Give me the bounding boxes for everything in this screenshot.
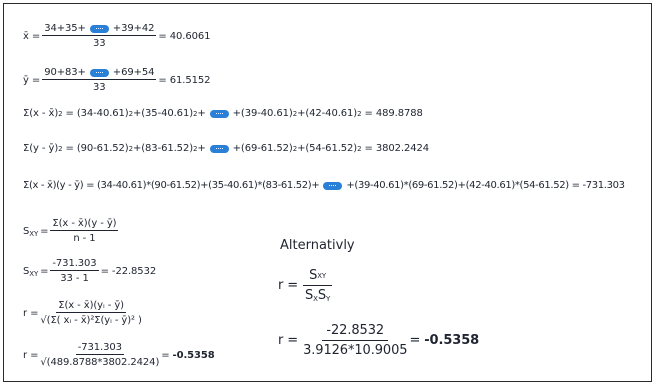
mean-x-num-b: +39+42 (112, 23, 155, 34)
ss-x-term-1: = (34-40.61) (65, 108, 129, 119)
ss-x-equation: Σ(x - x̄) 2 = (34-40.61) 2 +(35-40.61) 2 + … (23, 108, 423, 119)
alternative-value-numerator: -22.8532 (322, 323, 389, 341)
sxy-sum-rhs: +(39-40.61)*(69-61.52)+(42-40.61)*(54-61… (346, 180, 625, 191)
sxy-sum-equation: Σ(x - x̄)(y - ȳ) = (34-40.61)*(90-61.52)… (23, 180, 625, 191)
r-value-fraction: -731.303 √(489.8788*3802.2424) (40, 342, 159, 368)
ss-y-lhs: Σ(y - ȳ) (23, 143, 59, 154)
alternative-value-fraction: -22.8532 3.9126*10.9005 (303, 323, 407, 358)
sxy-value-fraction: -731.303 33 - 1 (50, 258, 99, 284)
alternative-value: r = -22.8532 3.9126*10.9005 = -0.5358 (278, 323, 479, 358)
alternative-formula-fraction: S XY SXSY (303, 268, 333, 303)
r-value-equals: = (161, 349, 170, 361)
ss-x-term-4: +(39-40.61) (232, 108, 293, 119)
formula-panel: x̄ = 34+35+ +39+42 33 = 40.6061 ȳ = 90+8… (3, 3, 652, 382)
sxy-formula-fraction: Σ(x - x̄)(y - ȳ) n - 1 (50, 218, 119, 244)
ss-x-term-2: +(35-40.61) (132, 108, 194, 119)
equals-sign: = (40, 225, 49, 237)
r-formula-lhs: r = (23, 307, 39, 319)
ss-x-lhs: Σ(x - x̄) (23, 108, 59, 119)
sxy-sum-lhs: Σ(x - x̄)(y - ȳ) = (34-40.61)*(90-61.52)… (23, 180, 320, 191)
sxy-value-denominator: 33 - 1 (60, 273, 89, 284)
sxy-formula-numerator: Σ(x - x̄)(y - ȳ) (50, 218, 119, 231)
r-formula-numerator: Σ(x - x̄)(yᵢ - ȳ) (56, 300, 126, 313)
ellipsis-pill-icon[interactable] (89, 68, 109, 77)
r-value-lhs: r = (23, 349, 39, 361)
sxy-value-lhs: SXY (23, 265, 39, 278)
sxy-value: SXY = -731.303 33 - 1 = -22.8532 (23, 258, 156, 284)
ss-x-result: = 489.8788 (364, 108, 423, 119)
mean-x-numerator: 34+35+ +39+42 (42, 23, 157, 36)
alternative-title: Alternativly (280, 238, 355, 253)
mean-y-num-b: +69+54 (112, 67, 155, 78)
sxy-formula-denominator: n - 1 (73, 233, 96, 244)
ss-y-term-3: + (197, 143, 206, 154)
r-value-result: -0.5358 (172, 349, 215, 361)
r-formula-fraction: Σ(x - x̄)(yᵢ - ȳ) √(Σ( xᵢ - x̄)²Σ(yᵢ - ȳ… (40, 300, 142, 326)
sxy-value-result: = -22.8532 (100, 265, 157, 277)
ss-y-term-4: +(69-61.52) (232, 143, 293, 154)
ellipsis-pill-icon[interactable] (323, 181, 343, 190)
equals-sign: = (40, 265, 49, 277)
ellipsis-pill-icon[interactable] (209, 109, 229, 118)
ss-x-term-5: +(42-40.61) (297, 108, 358, 119)
ellipsis-pill-icon[interactable] (209, 144, 229, 153)
ss-x-term-3: + (197, 108, 206, 119)
mean-y-numerator: 90+83+ +69+54 (42, 67, 157, 80)
r-value-denominator: √(489.8788*3802.2424) (40, 357, 160, 368)
alternative-formula-denominator: SXSY (304, 288, 331, 303)
mean-y-fraction: 90+83+ +69+54 33 (42, 67, 157, 93)
mean-x-denominator: 33 (93, 38, 106, 49)
mean-y-lhs: ȳ = (23, 74, 41, 86)
alternative-value-lhs: r = (278, 333, 299, 348)
alternative-value-result: -0.5358 (424, 333, 480, 348)
r-value: r = -731.303 √(489.8788*3802.2424) = -0.… (23, 342, 215, 368)
ellipsis-pill-icon[interactable] (89, 24, 109, 33)
mean-x-result: = 40.6061 (158, 30, 211, 42)
sxy-formula-lhs: SXY (23, 225, 39, 238)
alternative-formula-numerator: S XY (303, 268, 333, 286)
alternative-value-equals: = (409, 333, 421, 348)
sxy-formula: SXY = Σ(x - x̄)(y - ȳ) n - 1 (23, 218, 120, 244)
alternative-value-denominator: 3.9126*10.9005 (303, 343, 408, 358)
mean-y-result: = 61.5152 (158, 74, 211, 86)
mean-x-lhs: x̄ = (23, 30, 41, 42)
ss-y-term-1: = (90-61.52) (65, 143, 129, 154)
r-formula: r = Σ(x - x̄)(yᵢ - ȳ) √(Σ( xᵢ - x̄)²Σ(yᵢ… (23, 300, 144, 326)
ss-y-term-2: +(83-61.52) (132, 143, 194, 154)
mean-x-num-a: 34+35+ (44, 23, 86, 34)
mean-x-fraction: 34+35+ +39+42 33 (42, 23, 157, 49)
ss-y-equation: Σ(y - ȳ) 2 = (90-61.52) 2 +(83-61.52) 2 + +… (23, 143, 430, 154)
r-value-numerator: -731.303 (75, 342, 124, 355)
sxy-value-numerator: -731.303 (50, 258, 99, 271)
mean-x-equation: x̄ = 34+35+ +39+42 33 = 40.6061 (23, 23, 211, 49)
mean-y-equation: ȳ = 90+83+ +69+54 33 = 61.5152 (23, 67, 211, 93)
ss-y-term-5: +(54-61.52) (297, 143, 358, 154)
mean-y-num-a: 90+83+ (44, 67, 86, 78)
alternative-formula-lhs: r = (278, 278, 299, 293)
alternative-formula: r = S XY SXSY (278, 268, 334, 303)
r-formula-denominator: √(Σ( xᵢ - x̄)²Σ(yᵢ - ȳ)² ) (40, 315, 142, 326)
mean-y-denominator: 33 (93, 82, 106, 93)
ss-y-result: = 3802.2424 (364, 143, 430, 154)
